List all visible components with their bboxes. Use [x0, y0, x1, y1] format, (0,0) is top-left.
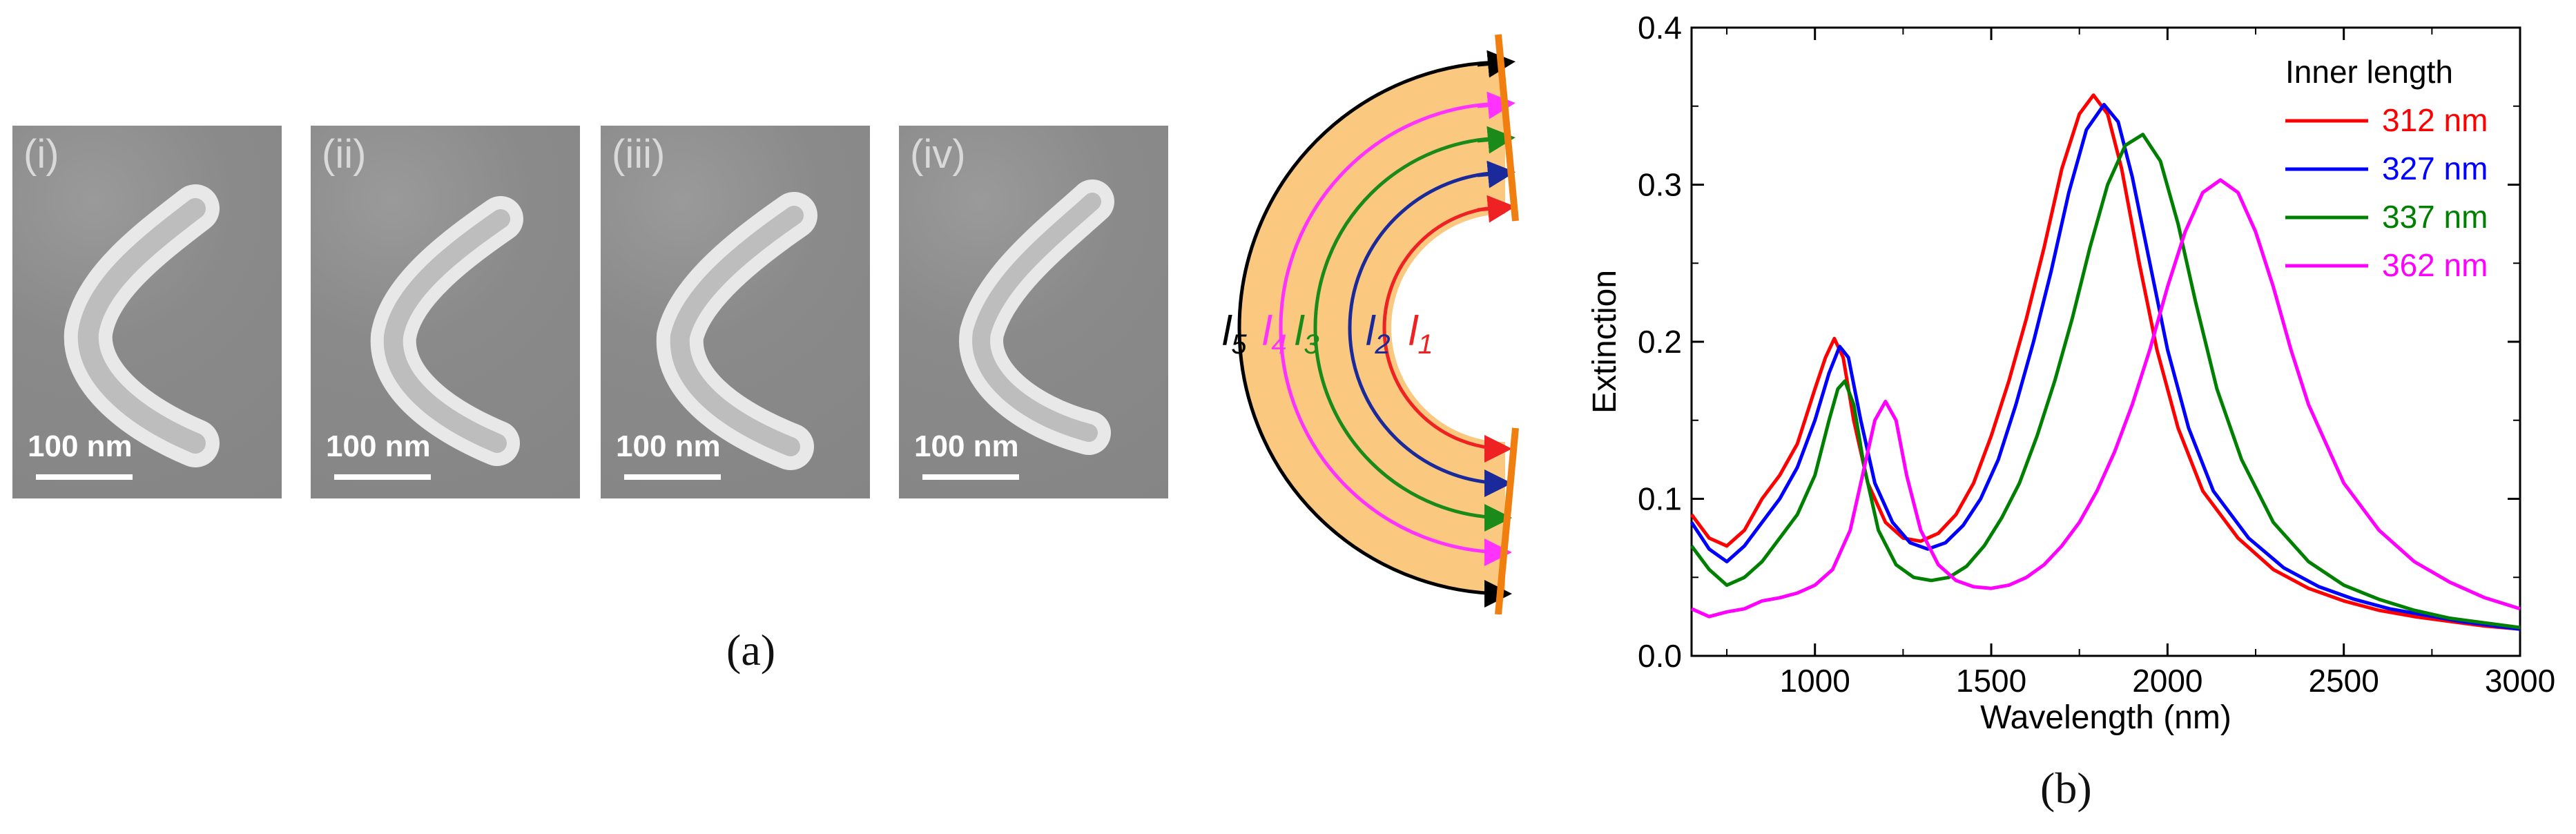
y-axis-label: Extinction [1587, 270, 1623, 414]
scale-bar [922, 474, 1019, 480]
scale-bar [624, 474, 721, 480]
arc-length-schematic: l5 l4 l3 l2 l1 [1222, 34, 1519, 614]
legend-entry: 312 nm [2382, 102, 2488, 138]
y-tick-label: 0.2 [1638, 324, 1682, 360]
nanocrescent-shape [656, 192, 817, 470]
panel-b: 1000 1500 2000 2500 3000 0.0 0.1 0.2 0.3 0.4 Wavel… [1574, 0, 2576, 831]
sem-micrograph-i: (i) 100 nm [12, 126, 282, 498]
sem-micrograph-ii: (ii) 100 nm [311, 126, 580, 498]
extinction-chart: 1000 1500 2000 2500 3000 0.0 0.1 0.2 0.3 0.4 Wavel… [1587, 10, 2555, 736]
x-tick-label: 1500 [1956, 663, 2026, 699]
y-tick-label: 0.3 [1638, 167, 1682, 203]
micrograph-label: (iv) [910, 132, 966, 177]
arc-region [1239, 62, 1505, 594]
scale-bar-label: 100 nm [914, 429, 1019, 463]
arc-l2 [1348, 171, 1512, 497]
nanocrescent-shape [959, 180, 1114, 455]
y-tick-label: 0.0 [1638, 638, 1682, 674]
panel-b-letter: (b) [2040, 764, 2092, 813]
x-tick-label: 2000 [2132, 663, 2202, 699]
scale-bar [334, 474, 431, 480]
nanocrescent-shape [64, 184, 220, 467]
arc-l1 [1382, 205, 1512, 463]
legend-entry: 362 nm [2382, 247, 2488, 283]
arc-l5 [1237, 60, 1512, 608]
micrograph-label: (i) [23, 132, 59, 177]
panel-a: (i) 100 nm (ii) 100 nm (iii) 100 nm (iv)… [12, 34, 1519, 675]
arc-l4 [1279, 101, 1512, 566]
legend-title: Inner length [2285, 54, 2453, 90]
label-l1: l1 [1408, 308, 1433, 360]
nanocrescent-shape [370, 196, 523, 466]
micrograph-label: (ii) [322, 132, 367, 177]
micrograph-label: (iii) [612, 132, 666, 177]
series-line-312-nm [1689, 93, 2521, 631]
scale-bar-label: 100 nm [28, 429, 133, 463]
sem-micrograph-iv: (iv) 100 nm [899, 126, 1168, 498]
legend-entry: 337 nm [2382, 199, 2488, 235]
series-line-362-nm [1690, 178, 2521, 619]
x-tick-label: 3000 [2485, 663, 2555, 699]
x-axis-label: Wavelength (nm) [1980, 699, 2231, 736]
bottom-end-plate [1495, 427, 1519, 614]
series-line-337-nm [1689, 133, 2521, 630]
scale-bar-label: 100 nm [616, 429, 721, 463]
y-tick-label: 0.4 [1638, 10, 1682, 46]
scale-bar-label: 100 nm [326, 429, 431, 463]
series-line-327-nm [1689, 103, 2521, 631]
x-tick-label: 2500 [2309, 663, 2379, 699]
panel-a-letter: (a) [726, 626, 776, 675]
top-end-plate [1495, 34, 1519, 222]
y-tick-label: 0.1 [1638, 481, 1682, 517]
scale-bar [36, 474, 133, 480]
arc-l3 [1313, 136, 1512, 532]
sem-micrograph-iii: (iii) 100 nm [601, 126, 870, 498]
legend-entry: 327 nm [2382, 151, 2488, 186]
x-tick-label: 1000 [1780, 663, 1850, 699]
